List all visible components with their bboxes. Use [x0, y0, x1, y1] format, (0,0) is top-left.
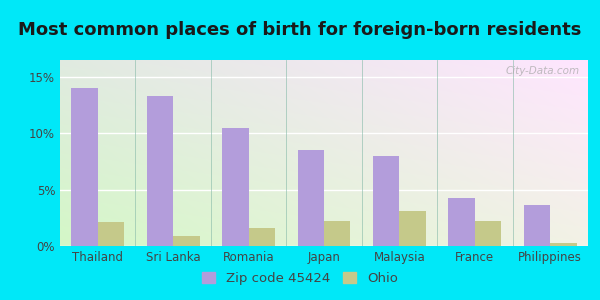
Bar	[475, 221, 501, 246]
Bar	[173, 236, 200, 246]
Bar	[324, 221, 350, 246]
Bar	[248, 228, 275, 246]
Bar	[147, 96, 173, 246]
Bar	[98, 222, 124, 246]
Bar	[71, 88, 98, 246]
Bar	[524, 206, 550, 246]
Bar	[373, 156, 400, 246]
Legend: Zip code 45424, Ohio: Zip code 45424, Ohio	[197, 267, 403, 290]
Bar	[298, 150, 324, 246]
Bar	[550, 243, 577, 246]
Text: City-Data.com: City-Data.com	[506, 66, 580, 76]
Bar	[222, 128, 248, 246]
Bar	[400, 211, 426, 246]
Text: Most common places of birth for foreign-born residents: Most common places of birth for foreign-…	[19, 21, 581, 39]
Bar	[448, 197, 475, 246]
